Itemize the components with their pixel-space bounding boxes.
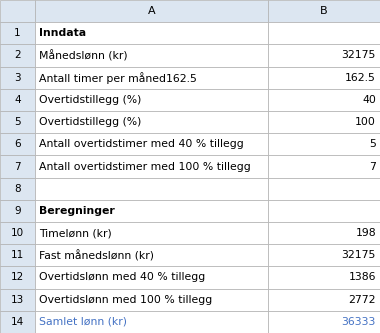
Text: 1: 1 <box>14 28 21 38</box>
Text: Antall overtidstimer med 100 % tillegg: Antall overtidstimer med 100 % tillegg <box>39 162 251 171</box>
Text: 162.5: 162.5 <box>345 73 376 83</box>
Text: A: A <box>147 6 155 16</box>
Bar <box>268 111 380 133</box>
Bar <box>0 177 35 200</box>
Text: 32175: 32175 <box>342 250 376 260</box>
Bar <box>0 289 35 311</box>
Text: 6: 6 <box>14 139 21 149</box>
Bar <box>268 67 380 89</box>
Bar <box>0 67 35 89</box>
Text: Timelønn (kr): Timelønn (kr) <box>39 228 112 238</box>
Bar <box>0 244 35 266</box>
Bar <box>0 89 35 111</box>
Text: Overtidstillegg (%): Overtidstillegg (%) <box>39 95 141 105</box>
Bar <box>35 67 268 89</box>
Text: 100: 100 <box>355 117 376 127</box>
Text: Antall timer per måned162.5: Antall timer per måned162.5 <box>39 72 197 84</box>
Bar <box>268 156 380 177</box>
Bar <box>268 0 380 22</box>
Bar <box>0 200 35 222</box>
Bar <box>35 266 268 289</box>
Text: 40: 40 <box>362 95 376 105</box>
Text: 5: 5 <box>14 117 21 127</box>
Text: Overtidslønn med 40 % tillegg: Overtidslønn med 40 % tillegg <box>39 272 205 282</box>
Text: 1386: 1386 <box>348 272 376 282</box>
Text: Overtidslønn med 100 % tillegg: Overtidslønn med 100 % tillegg <box>39 295 212 305</box>
Text: 2: 2 <box>14 51 21 61</box>
Text: 9: 9 <box>14 206 21 216</box>
Text: Månedslønn (kr): Månedslønn (kr) <box>39 50 128 61</box>
Bar <box>268 177 380 200</box>
Bar <box>35 200 268 222</box>
Bar <box>35 156 268 177</box>
Text: Overtidstillegg (%): Overtidstillegg (%) <box>39 117 141 127</box>
Bar <box>0 222 35 244</box>
Text: 11: 11 <box>11 250 24 260</box>
Bar <box>35 89 268 111</box>
Text: Inndata: Inndata <box>39 28 86 38</box>
Text: 2772: 2772 <box>348 295 376 305</box>
Bar <box>268 89 380 111</box>
Text: 36333: 36333 <box>342 317 376 327</box>
Bar <box>0 156 35 177</box>
Bar <box>35 177 268 200</box>
Bar <box>35 311 268 333</box>
Text: 3: 3 <box>14 73 21 83</box>
Bar <box>0 44 35 67</box>
Bar <box>268 222 380 244</box>
Text: 12: 12 <box>11 272 24 282</box>
Bar <box>35 22 268 44</box>
Bar <box>35 0 268 22</box>
Bar <box>35 244 268 266</box>
Text: 198: 198 <box>355 228 376 238</box>
Bar <box>268 200 380 222</box>
Bar <box>0 22 35 44</box>
Bar <box>0 311 35 333</box>
Text: Beregninger: Beregninger <box>39 206 115 216</box>
Text: 5: 5 <box>369 139 376 149</box>
Text: 10: 10 <box>11 228 24 238</box>
Text: 4: 4 <box>14 95 21 105</box>
Bar <box>268 289 380 311</box>
Bar <box>268 133 380 156</box>
Bar <box>268 22 380 44</box>
Bar <box>0 111 35 133</box>
Text: Antall overtidstimer med 40 % tillegg: Antall overtidstimer med 40 % tillegg <box>39 139 244 149</box>
Text: 14: 14 <box>11 317 24 327</box>
Bar <box>268 311 380 333</box>
Bar <box>268 244 380 266</box>
Bar <box>35 111 268 133</box>
Bar <box>0 266 35 289</box>
Text: 7: 7 <box>369 162 376 171</box>
Text: 13: 13 <box>11 295 24 305</box>
Bar <box>268 266 380 289</box>
Bar <box>35 133 268 156</box>
Text: 32175: 32175 <box>342 51 376 61</box>
Bar <box>35 44 268 67</box>
Text: Samlet lønn (kr): Samlet lønn (kr) <box>39 317 127 327</box>
Bar <box>35 222 268 244</box>
Text: Fast månedslønn (kr): Fast månedslønn (kr) <box>39 250 154 261</box>
Bar <box>35 289 268 311</box>
Bar <box>0 0 35 22</box>
Text: 7: 7 <box>14 162 21 171</box>
Text: 8: 8 <box>14 184 21 194</box>
Text: B: B <box>320 6 328 16</box>
Bar <box>0 133 35 156</box>
Bar <box>268 44 380 67</box>
